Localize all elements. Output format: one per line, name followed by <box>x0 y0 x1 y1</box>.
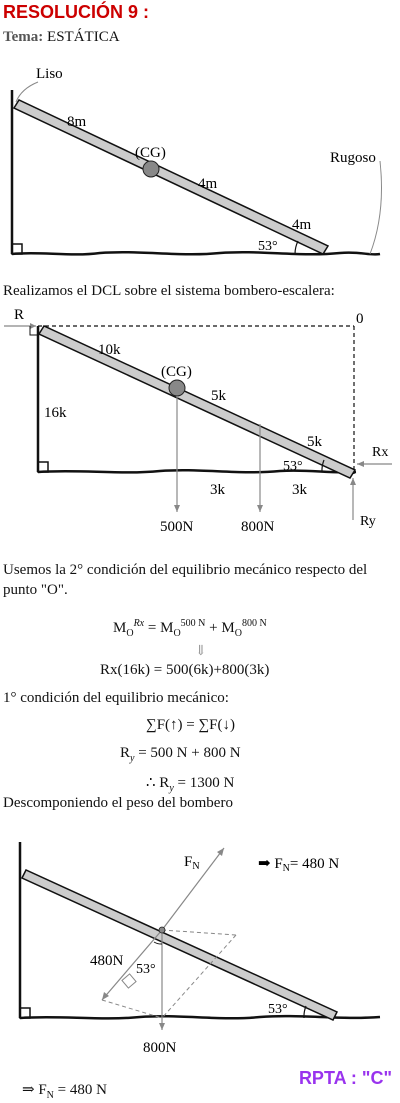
inner-angle-label: 53° <box>136 962 156 977</box>
ladder <box>20 869 339 1021</box>
height-16k-label: 16k <box>44 405 67 421</box>
final-value: = 480 N <box>57 1082 107 1098</box>
moment-sup-rx: Rx <box>133 618 145 629</box>
ry-result-equation: ∴ Ry = 1300 N <box>146 773 234 794</box>
ry-arrowhead <box>350 478 356 485</box>
plus-sign: + <box>209 620 218 636</box>
angle-53-label: 53° <box>258 239 278 254</box>
segment-8m-label: 8m <box>67 114 87 130</box>
corner-mark <box>29 326 38 336</box>
liso-label: Liso <box>36 66 63 82</box>
dashed-upper <box>161 929 237 936</box>
ground-line <box>11 250 381 256</box>
angle-53-label: 53° <box>283 459 303 474</box>
ry-result-value: = 1300 N <box>177 775 235 791</box>
moment-symbol: M <box>113 620 127 636</box>
answer-label: RPTA : "C" <box>298 1068 392 1088</box>
dashed-diagonal <box>161 934 237 1019</box>
weight-500-arrowhead <box>174 505 180 512</box>
ry-sum-value: = 500 N + 800 N <box>138 745 241 761</box>
moment-sup-500: 500 N <box>180 618 206 629</box>
segment-5k-lower-label: 5k <box>307 434 323 450</box>
moment-equation: MORx = MO500 N + MO800 N <box>113 618 267 639</box>
moment-sub-2: O <box>173 628 181 639</box>
weight-decomposition-figure: FN ➡ FN= 480 N 480N 53° 53° 800N <box>18 842 381 1056</box>
weight-800n-label: 800N <box>143 1040 177 1056</box>
moment-sup-800: 800 N <box>241 618 267 629</box>
ladder <box>37 325 357 479</box>
therefore-ry: ∴ R <box>146 775 170 791</box>
angle-arc <box>321 459 325 473</box>
ry-label: Ry <box>360 514 376 529</box>
cg-label: (CG) <box>161 364 192 380</box>
moment-numeric-equation: Rx(16k) = 500(6k)+800(3k) <box>100 662 270 678</box>
weight-800-arrowhead <box>257 505 263 512</box>
fn-arrow <box>161 847 225 931</box>
moment-symbol-2: M <box>160 620 174 636</box>
floor-angle-label: 53° <box>268 1002 288 1017</box>
first-condition-text: 1° condición del equilibrio mecánico: <box>3 690 229 706</box>
moment-sub: O <box>126 628 134 639</box>
free-body-diagram: R 0 10k (CG) 5k 5k 16k 53° Rx Ry 3k 3k 5… <box>4 307 392 535</box>
segment-5k-label: 5k <box>211 388 227 404</box>
component-480n-line <box>101 929 163 1001</box>
point-o-label: 0 <box>356 311 364 327</box>
component-480n-label: 480N <box>90 953 124 969</box>
topic-value: ESTÁTICA <box>47 29 120 45</box>
fn-arrowhead <box>217 848 224 856</box>
angle-arc <box>303 1005 307 1019</box>
horizontal-3k-label: 3k <box>210 482 226 498</box>
horizontal-3k-second-label: 3k <box>292 482 308 498</box>
weight-800n-label: 800N <box>241 519 275 535</box>
ry-sub: y <box>130 753 135 764</box>
fn-label: FN <box>184 854 200 872</box>
weight-arrowhead <box>159 1023 165 1030</box>
implies-down-arrow: ⇓ <box>195 644 207 659</box>
final-result: ⇒ FN = 480 N <box>22 1080 107 1101</box>
cg-point <box>168 379 186 397</box>
resolution-title: RESOLUCIÓN 9 : <box>3 2 150 22</box>
final-fn-sub: N <box>46 1090 54 1101</box>
component-480n-arrowhead <box>102 992 109 1000</box>
decompose-weight-text: Descomponiendo el peso del bombero <box>3 795 233 811</box>
liso-leader <box>15 81 39 103</box>
ladder-figure: Liso Rugoso 8m (CG) 4m 4m 53° <box>10 66 382 256</box>
ry-result-sub: y <box>169 783 174 794</box>
r-label: R <box>14 307 24 323</box>
weight-500n-label: 500N <box>160 519 194 535</box>
cg-point <box>158 926 166 934</box>
ry-symbol: R <box>120 745 131 761</box>
segment-10k-label: 10k <box>98 342 121 358</box>
topic-label: Tema: <box>3 29 44 45</box>
component-right-angle <box>121 973 137 989</box>
ry-sum-equation: Ry = 500 N + 800 N <box>120 745 241 764</box>
rugoso-leader <box>369 160 382 255</box>
r-arrowhead <box>30 323 36 329</box>
force-balance-equation: ∑F(↑) = ∑F(↓) <box>146 717 236 733</box>
dashed-lower <box>101 999 163 1019</box>
cg-label: (CG) <box>135 145 166 161</box>
ladder <box>12 99 330 255</box>
inner-angle-arc <box>153 941 163 945</box>
second-condition-text: Usemos la 2° condición del equilibrio me… <box>3 562 368 598</box>
angle-arc <box>294 240 299 255</box>
moment-sub-3: O <box>234 628 242 639</box>
segment-4m-label: 4m <box>198 176 218 192</box>
segment-4m-lower-label: 4m <box>292 217 312 233</box>
fn-result-label: ➡ FN= 480 N <box>258 856 339 874</box>
cg-point <box>142 160 160 178</box>
rugoso-label: Rugoso <box>330 150 376 166</box>
ground-line <box>19 1014 381 1020</box>
dcl-intro-text: Realizamos el DCL sobre el sistema bombe… <box>3 283 335 299</box>
moment-symbol-3: M <box>221 620 235 636</box>
rx-label: Rx <box>372 445 388 460</box>
ground-line <box>37 468 357 474</box>
final-fn: ⇒ F <box>22 1082 47 1098</box>
topic-line: Tema: ESTÁTICA <box>3 29 120 46</box>
rx-arrowhead <box>357 461 364 467</box>
